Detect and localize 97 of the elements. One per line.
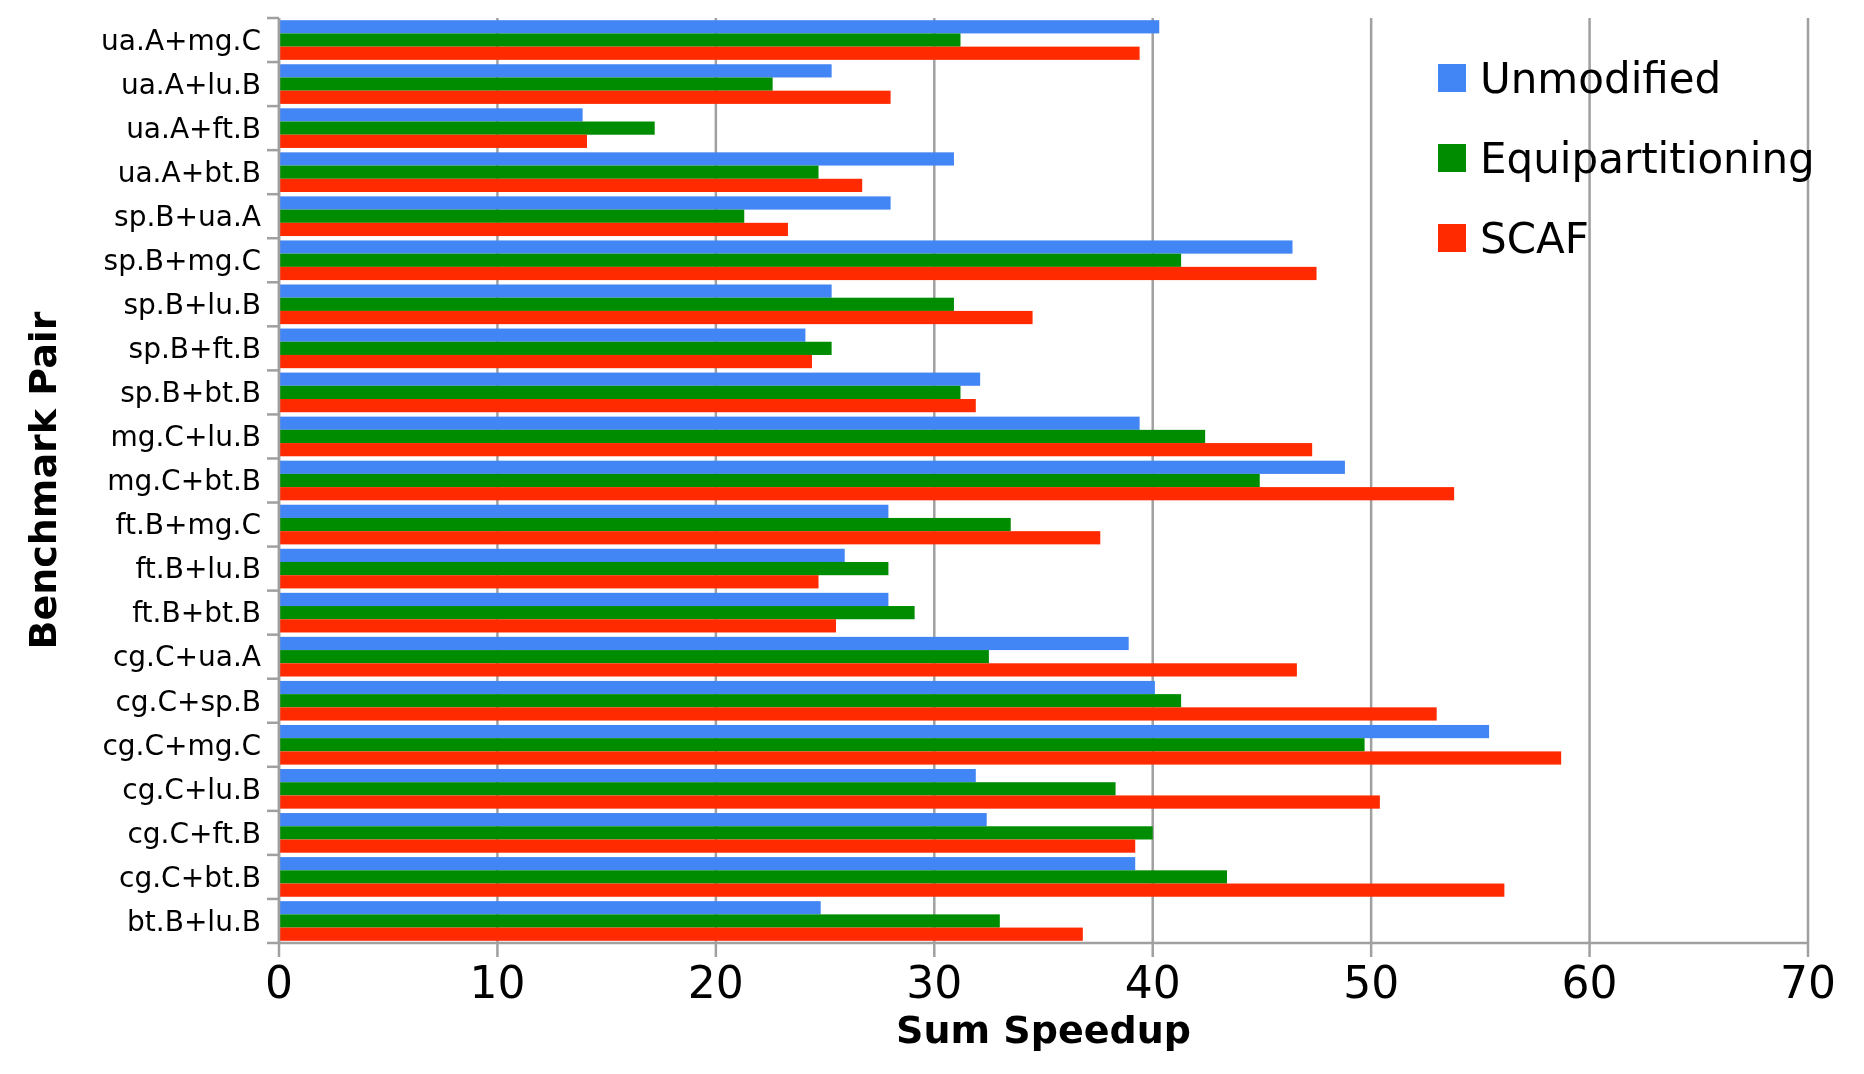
- bar: [279, 429, 1206, 444]
- y-tick-label: ua.A+mg.C: [101, 23, 261, 57]
- bar: [279, 284, 832, 298]
- bar: [279, 108, 583, 122]
- bar: [279, 914, 1000, 928]
- bar: [279, 33, 961, 47]
- bar: [279, 222, 788, 237]
- bar: [279, 20, 1160, 34]
- bar: [279, 531, 1101, 545]
- bar: [279, 253, 1182, 267]
- bar: [279, 738, 1365, 752]
- bar: [279, 680, 1155, 695]
- bar: [279, 870, 1227, 884]
- bar: [279, 328, 806, 342]
- x-tick-label: 40: [1124, 957, 1181, 1008]
- bar: [279, 297, 954, 311]
- x-tick-label: 30: [906, 957, 963, 1008]
- y-tick-label: cg.C+mg.C: [102, 728, 261, 762]
- bar: [279, 663, 1297, 677]
- bar: [279, 839, 1136, 853]
- y-tick-label: cg.C+sp.B: [115, 684, 261, 718]
- y-tick-label: ua.A+bt.B: [117, 155, 261, 189]
- legend-label: Equipartitioning: [1480, 133, 1815, 183]
- y-tick-label: ua.A+lu.B: [120, 67, 261, 101]
- y-tick-label: cg.C+bt.B: [119, 860, 261, 894]
- bar: [279, 46, 1140, 60]
- bar: [279, 751, 1562, 765]
- bar: [279, 121, 655, 135]
- bar: [279, 561, 889, 576]
- y-tick-label: ft.B+mg.C: [115, 508, 261, 542]
- bar: [279, 795, 1380, 809]
- bar: [279, 152, 954, 166]
- bar: [279, 178, 863, 192]
- bar: [279, 487, 1455, 501]
- bar: [279, 165, 819, 179]
- bar: [279, 460, 1345, 474]
- bar: [279, 64, 832, 78]
- bar: [279, 724, 1490, 739]
- x-tick-label: 60: [1561, 957, 1618, 1008]
- bar: [279, 813, 987, 827]
- bar: [279, 694, 1182, 708]
- bar: [279, 354, 812, 369]
- y-tick-label: sp.B+ua.A: [114, 200, 261, 234]
- bar: [279, 209, 745, 223]
- bar: [279, 266, 1317, 281]
- y-tick-label: cg.C+ft.B: [127, 816, 261, 850]
- bar: [279, 636, 1129, 651]
- bar: [279, 473, 1260, 488]
- bar: [279, 707, 1437, 721]
- bar: [279, 240, 1293, 254]
- y-axis-title: Benchmark Pair: [21, 311, 65, 650]
- y-tick-label: bt.B+lu.B: [127, 904, 261, 938]
- bar: [279, 883, 1505, 897]
- bar: [279, 517, 1011, 532]
- bar: [279, 619, 836, 633]
- bar: [279, 310, 1033, 325]
- x-tick-label: 20: [687, 957, 744, 1008]
- x-tick-label: 70: [1780, 957, 1836, 1008]
- x-tick-label: 0: [265, 957, 293, 1008]
- bar: [279, 857, 1136, 871]
- y-tick-label: cg.C+lu.B: [122, 772, 261, 806]
- legend-label: Unmodified: [1480, 53, 1722, 103]
- y-tick-label: sp.B+lu.B: [123, 288, 261, 322]
- bar: [279, 385, 961, 400]
- bar: [279, 504, 889, 518]
- bar: [279, 399, 976, 413]
- bar: [279, 575, 819, 589]
- bar: [279, 134, 587, 148]
- y-tick-label: ua.A+ft.B: [126, 111, 261, 145]
- y-tick-label: ft.B+bt.B: [132, 596, 261, 630]
- bar: [279, 769, 976, 783]
- bar: [279, 443, 1313, 457]
- y-tick-label: mg.C+bt.B: [107, 464, 261, 498]
- bar: [279, 901, 821, 915]
- bar: [279, 548, 845, 562]
- bar: [279, 416, 1140, 430]
- bar: [279, 826, 1153, 840]
- x-axis-title: Sum Speedup: [896, 1008, 1191, 1052]
- y-tick-label: sp.B+bt.B: [120, 376, 261, 410]
- bar: [279, 927, 1083, 941]
- y-tick-label: sp.B+ft.B: [128, 332, 261, 366]
- legend-label: SCAF: [1480, 213, 1589, 263]
- bar: [279, 782, 1116, 796]
- y-tick-label: ft.B+lu.B: [135, 552, 261, 586]
- y-tick-label: mg.C+lu.B: [110, 420, 261, 454]
- bar: [279, 196, 891, 210]
- bar: [279, 90, 891, 104]
- bar: [279, 606, 915, 620]
- bar: [279, 372, 981, 386]
- bar: [279, 77, 773, 91]
- x-tick-label: 50: [1343, 957, 1400, 1008]
- y-tick-label: sp.B+mg.C: [103, 244, 261, 278]
- bar: [279, 650, 989, 664]
- bar: [279, 341, 832, 355]
- y-tick-label: cg.C+ua.A: [112, 640, 261, 674]
- x-tick-label: 10: [469, 957, 526, 1008]
- bar: [279, 592, 889, 607]
